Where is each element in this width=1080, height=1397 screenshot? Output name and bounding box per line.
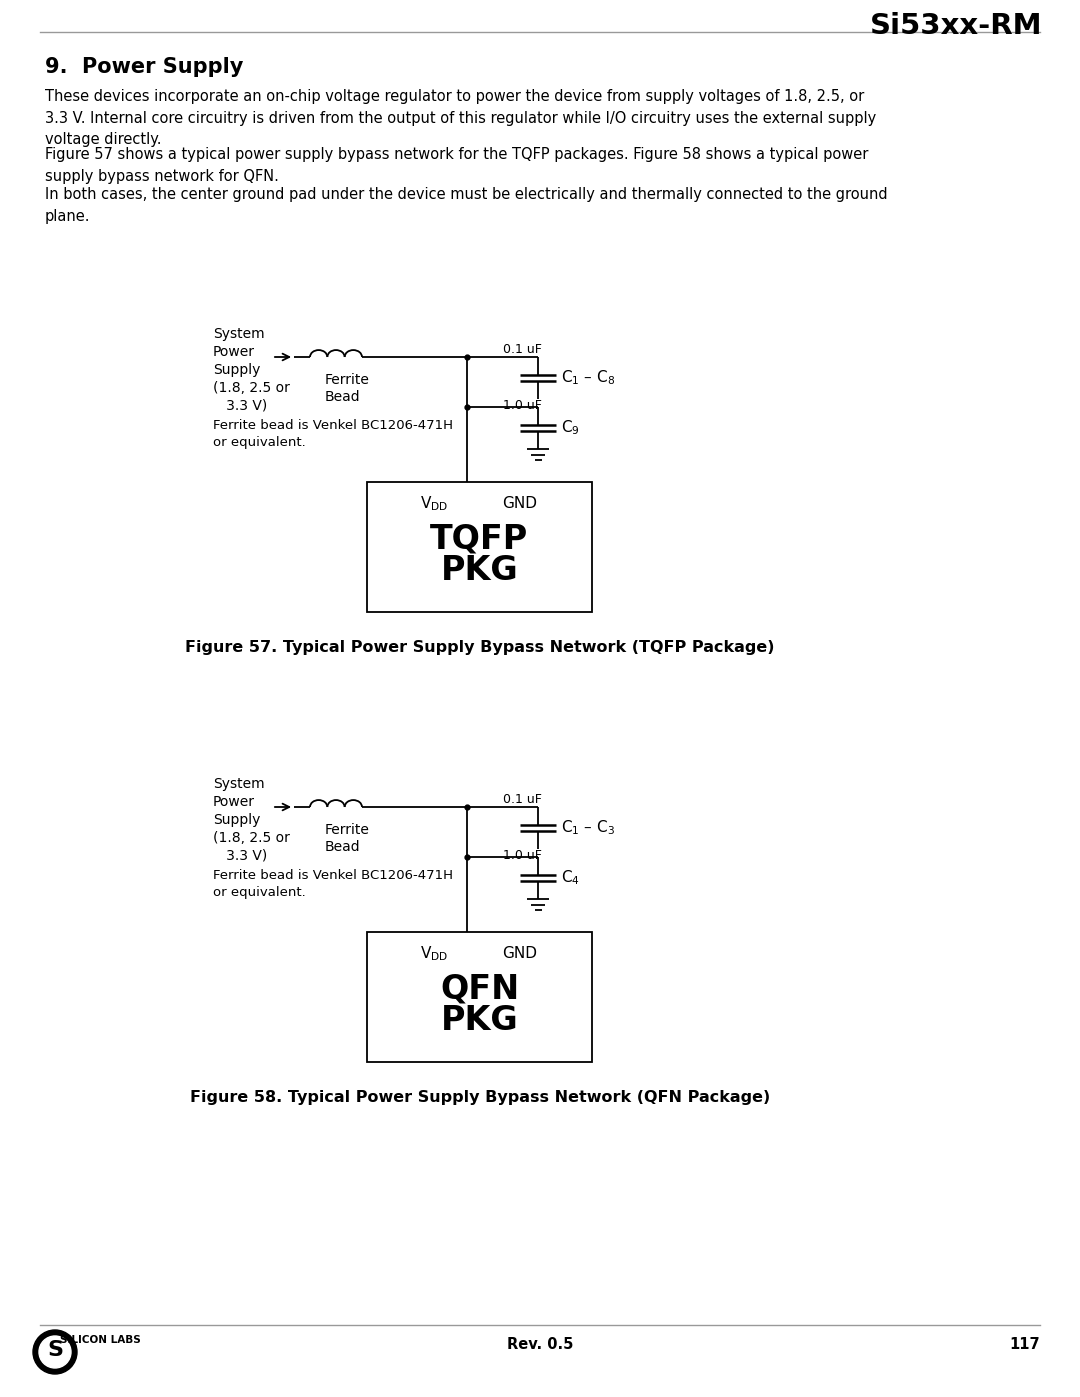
Text: C$_4$: C$_4$ [561, 869, 580, 887]
Text: PKG: PKG [441, 555, 518, 588]
Text: PKG: PKG [441, 1004, 518, 1038]
Circle shape [33, 1330, 77, 1375]
Text: 1.0 uF: 1.0 uF [503, 400, 542, 412]
Text: Figure 58. Typical Power Supply Bypass Network (QFN Package): Figure 58. Typical Power Supply Bypass N… [190, 1090, 770, 1105]
Text: 117: 117 [1010, 1337, 1040, 1352]
Text: Rev. 0.5: Rev. 0.5 [507, 1337, 573, 1352]
Text: V$_{\mathregular{DD}}$: V$_{\mathregular{DD}}$ [420, 944, 448, 964]
Text: C$_9$: C$_9$ [561, 419, 580, 437]
Text: GND: GND [502, 947, 538, 961]
Text: 1.0 uF: 1.0 uF [503, 849, 542, 862]
Text: QFN: QFN [440, 972, 519, 1006]
Text: System
Power
Supply
(1.8, 2.5 or
   3.3 V): System Power Supply (1.8, 2.5 or 3.3 V) [213, 777, 289, 862]
Text: Ferrite
Bead: Ferrite Bead [325, 823, 369, 855]
Text: Ferrite bead is Venkel BC1206-471H
or equivalent.: Ferrite bead is Venkel BC1206-471H or eq… [213, 869, 453, 900]
Text: S: S [48, 1340, 63, 1361]
Text: V$_{\mathregular{DD}}$: V$_{\mathregular{DD}}$ [420, 495, 448, 513]
Text: Ferrite bead is Venkel BC1206-471H
or equivalent.: Ferrite bead is Venkel BC1206-471H or eq… [213, 419, 453, 448]
Text: In both cases, the center ground pad under the device must be electrically and t: In both cases, the center ground pad und… [45, 187, 888, 224]
Text: Figure 57. Typical Power Supply Bypass Network (TQFP Package): Figure 57. Typical Power Supply Bypass N… [186, 640, 774, 655]
Text: SILICON LABS: SILICON LABS [59, 1336, 140, 1345]
Text: 9.  Power Supply: 9. Power Supply [45, 57, 243, 77]
Text: 0.1 uF: 0.1 uF [503, 344, 542, 356]
Text: System
Power
Supply
(1.8, 2.5 or
   3.3 V): System Power Supply (1.8, 2.5 or 3.3 V) [213, 327, 289, 412]
Text: C$_1$ – C$_8$: C$_1$ – C$_8$ [561, 369, 616, 387]
Bar [367, 932, 592, 1062]
Text: These devices incorporate an on-chip voltage regulator to power the device from : These devices incorporate an on-chip vol… [45, 89, 876, 147]
Text: Figure 57 shows a typical power supply bypass network for the TQFP packages. Fig: Figure 57 shows a typical power supply b… [45, 147, 868, 183]
Text: C$_1$ – C$_3$: C$_1$ – C$_3$ [561, 819, 615, 837]
Text: Ferrite
Bead: Ferrite Bead [325, 373, 369, 404]
Text: GND: GND [502, 496, 538, 511]
Text: 0.1 uF: 0.1 uF [503, 793, 542, 806]
Text: TQFP: TQFP [430, 522, 528, 556]
Bar [367, 482, 592, 612]
Text: Si53xx-RM: Si53xx-RM [869, 13, 1042, 41]
Circle shape [39, 1336, 71, 1368]
